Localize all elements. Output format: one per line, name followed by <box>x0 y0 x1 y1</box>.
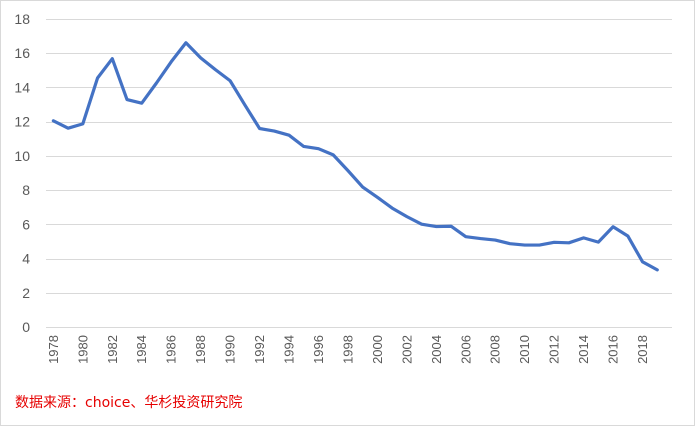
y-tick-label: 0 <box>22 319 30 335</box>
x-axis-tick-labels: 1978 1980 1982 1984 1986 1988 1990 1992 1994 1996… <box>46 335 650 364</box>
y-tick-label: 8 <box>22 182 30 198</box>
series-layer <box>51 41 659 272</box>
x-tick-label: 1980 <box>75 335 90 364</box>
x-tick-label: 1992 <box>252 335 267 364</box>
y-tick-label: 4 <box>22 251 30 267</box>
x-tick-label: 1978 <box>46 335 61 364</box>
y-tick-label: 2 <box>22 285 30 301</box>
x-tick-label: 1990 <box>223 335 238 364</box>
x-tick-label: 1996 <box>311 335 326 364</box>
y-axis-tick-labels: 0 2 4 6 8 10 12 14 16 18 <box>14 11 30 335</box>
x-tick-label: 1994 <box>282 335 297 364</box>
x-tick-label: 2004 <box>429 335 444 364</box>
x-tick-label: 1998 <box>340 335 355 364</box>
x-tick-label: 1982 <box>105 335 120 364</box>
x-tick-label: 2012 <box>547 335 562 364</box>
x-tick-label: 1986 <box>164 335 179 364</box>
y-tick-label: 18 <box>14 11 30 27</box>
y-tick-label: 12 <box>14 114 30 130</box>
x-tick-label: 2010 <box>517 335 532 364</box>
x-tick-label: 1984 <box>134 335 149 364</box>
y-tick-label: 6 <box>22 216 30 232</box>
x-tick-label: 2006 <box>458 335 473 364</box>
y-tick-label: 16 <box>14 45 30 61</box>
source-note: 数据来源：choice、华杉投资研究院 <box>15 395 243 411</box>
x-tick-label: 2014 <box>576 335 591 364</box>
x-tick-label: 1988 <box>193 335 208 364</box>
x-tick-label: 2016 <box>606 335 621 364</box>
x-tick-label: 2002 <box>399 335 414 364</box>
series-line-0 <box>51 41 659 272</box>
gridlines <box>46 19 672 328</box>
y-tick-label: 10 <box>14 148 30 164</box>
x-tick-label: 2018 <box>635 335 650 364</box>
x-tick-label: 2000 <box>370 335 385 364</box>
y-tick-label: 14 <box>14 79 30 95</box>
x-tick-label: 2008 <box>488 335 503 364</box>
